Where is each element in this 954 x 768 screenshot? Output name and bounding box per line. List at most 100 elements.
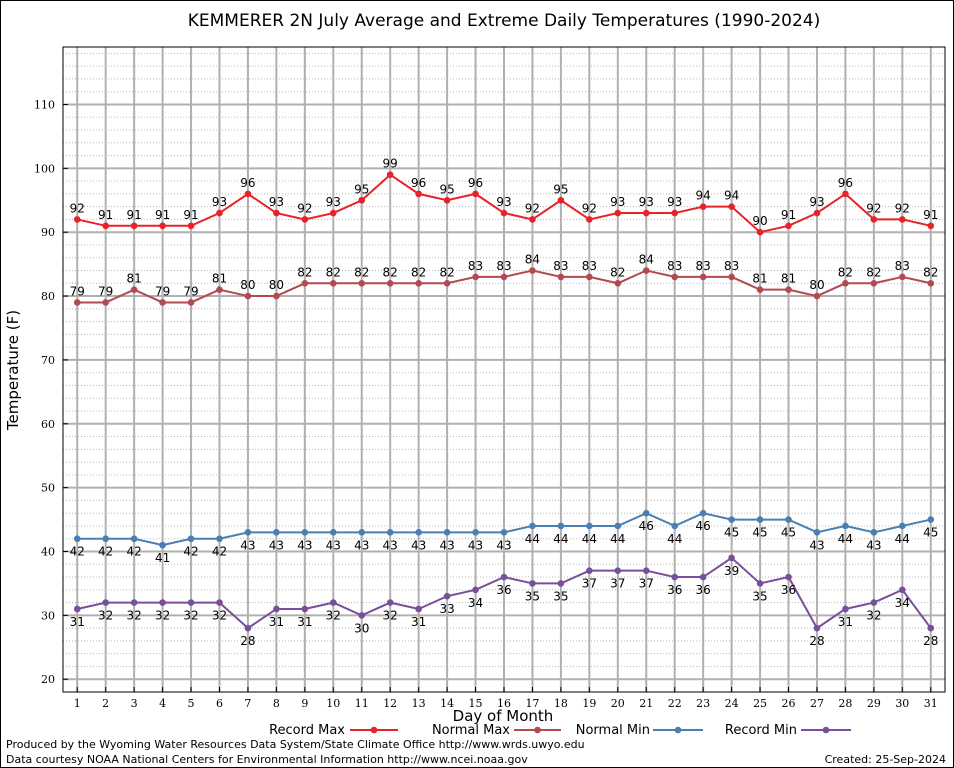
record-max-point — [472, 190, 479, 198]
normal-max-point — [813, 292, 821, 300]
record-min-data-label: 35 — [752, 589, 767, 603]
record-min-point — [699, 573, 707, 581]
x-tick-label: 15 — [469, 697, 483, 710]
normal-min-data-label: 42 — [98, 545, 113, 559]
record-min-point — [614, 567, 622, 574]
record-max-data-label: 91 — [126, 208, 141, 222]
normal-min-point — [159, 541, 166, 549]
normal-max-data-label: 84 — [525, 253, 540, 267]
record-max-point — [102, 222, 109, 230]
x-tick-label: 25 — [753, 697, 767, 710]
normal-min-point — [842, 522, 849, 530]
x-tick-label: 18 — [554, 697, 568, 710]
x-axis-ticks: 1 2 3 4 5 6 7 8 9 10 11 12 13 14 15 16 17 18 19 20 21 22 23 24 2… — [74, 687, 938, 710]
normal-min-series: 42 42 42 41 42 42 43 43 43 43 43 43 43 43 43 43 44 44 44 44… — [70, 509, 938, 565]
record-max-data-label: 94 — [724, 189, 739, 203]
normal-min-point — [756, 516, 764, 523]
legend-label-normal-min: Normal Min — [576, 723, 650, 738]
record-max-data-label: 92 — [525, 201, 540, 215]
record-max-data-label: 99 — [383, 157, 398, 171]
record-max-data-label: 90 — [752, 214, 767, 228]
normal-min-data-label: 41 — [155, 551, 170, 565]
normal-min-point — [443, 529, 451, 536]
normal-min-point — [500, 529, 508, 536]
record-max-data-label: 91 — [781, 208, 796, 222]
record-min-data-label: 35 — [525, 589, 540, 603]
record-max-point — [358, 196, 366, 204]
record-max-point — [386, 171, 394, 179]
record-min-point — [159, 599, 166, 606]
normal-min-point — [73, 535, 81, 543]
normal-min-data-label: 43 — [240, 538, 255, 552]
record-max-point — [529, 216, 536, 223]
record-max-data-label: 91 — [183, 208, 198, 222]
normal-min-point — [642, 509, 650, 517]
y-tick-label: 40 — [41, 546, 55, 559]
legend-marker-normal-max — [534, 726, 541, 734]
normal-max-point — [899, 273, 906, 281]
normal-min-data-label: 42 — [70, 545, 85, 559]
record-min-point — [301, 605, 309, 613]
normal-max-data-label: 81 — [781, 272, 796, 286]
normal-max-data-label: 81 — [752, 272, 767, 286]
x-tick-label: 1 — [74, 697, 81, 710]
normal-max-point — [870, 279, 878, 287]
x-tick-label: 20 — [611, 697, 625, 710]
normal-min-data-label: 44 — [610, 532, 625, 546]
normal-max-point — [443, 279, 451, 287]
y-tick-label: 20 — [41, 673, 55, 686]
record-min-point — [756, 580, 764, 587]
record-min-point — [842, 605, 849, 613]
normal-max-data-label: 80 — [809, 278, 824, 292]
record-min-point — [500, 573, 508, 581]
x-tick-label: 16 — [497, 697, 511, 710]
normal-min-point — [614, 522, 622, 530]
record-max-point — [557, 196, 565, 204]
normal-max-data-label: 82 — [866, 265, 881, 279]
record-max-data-label: 91 — [155, 208, 170, 222]
record-max-point — [443, 196, 451, 204]
normal-max-point — [557, 273, 565, 281]
record-min-point — [642, 567, 650, 574]
record-max-data-label: 93 — [809, 195, 824, 209]
normal-max-data-label: 83 — [553, 259, 568, 273]
record-max-data-label: 92 — [582, 201, 597, 215]
x-tick-label: 31 — [924, 697, 938, 710]
record-max-point — [216, 209, 223, 217]
normal-max-point — [756, 286, 764, 293]
x-tick-label: 17 — [525, 697, 539, 710]
record-min-point — [927, 624, 935, 632]
legend-marker-record-min — [822, 726, 830, 734]
record-max-data-label: 93 — [496, 195, 511, 209]
record-min-data-label: 31 — [297, 615, 312, 629]
normal-max-point — [187, 299, 195, 306]
record-min-data-label: 32 — [98, 609, 113, 623]
normal-min-point — [813, 529, 821, 536]
normal-max-point — [102, 299, 109, 306]
record-max-data-label: 95 — [439, 182, 454, 196]
record-min-data-label: 32 — [212, 609, 227, 623]
normal-max-data-label: 82 — [923, 265, 938, 279]
record-min-point — [899, 586, 906, 594]
normal-max-point — [358, 279, 366, 287]
x-tick-label: 6 — [216, 697, 223, 710]
record-max-point — [642, 209, 650, 217]
record-min-data-label: 31 — [269, 615, 284, 629]
record-max-data-label: 94 — [696, 189, 711, 203]
record-min-point — [586, 567, 593, 574]
record-max-point — [130, 222, 138, 230]
record-min-point — [529, 580, 536, 587]
record-max-point — [842, 190, 849, 198]
record-min-data-label: 31 — [411, 615, 426, 629]
record-min-data-label: 32 — [326, 609, 341, 623]
normal-min-point — [216, 535, 223, 543]
record-min-data-label: 35 — [553, 589, 568, 603]
record-max-data-label: 93 — [326, 195, 341, 209]
record-max-point — [927, 222, 935, 230]
record-min-data-label: 37 — [639, 577, 654, 591]
normal-min-data-label: 43 — [866, 538, 881, 552]
record-min-data-label: 30 — [354, 621, 369, 635]
normal-max-point — [842, 279, 849, 287]
normal-max-data-label: 83 — [496, 259, 511, 273]
normal-min-point — [557, 522, 565, 530]
